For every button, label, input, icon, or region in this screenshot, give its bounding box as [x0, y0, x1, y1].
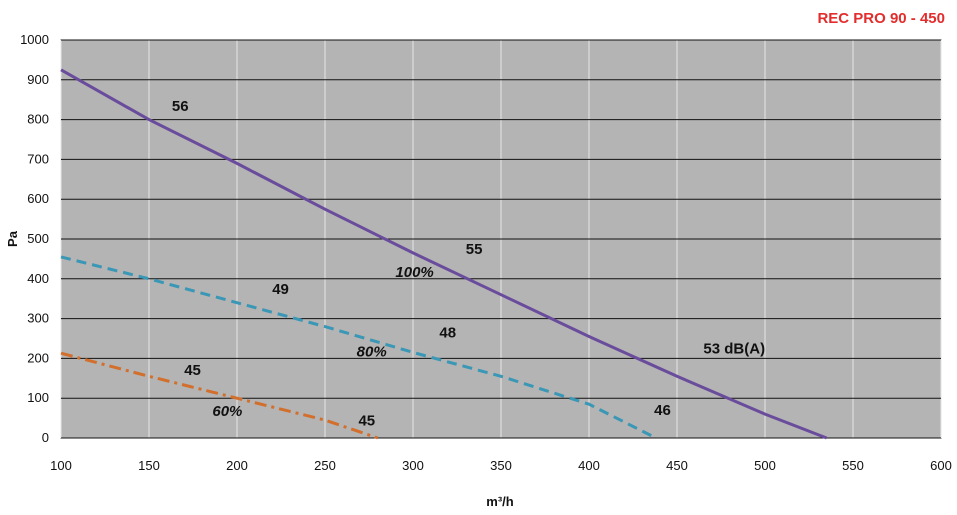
x-tick-label: 150: [138, 458, 160, 473]
sound-level-label: 49: [272, 281, 289, 298]
model-title: REC PRO 90 - 450: [817, 10, 945, 27]
y-tick-label: 200: [27, 350, 49, 365]
y-tick-label: 600: [27, 191, 49, 206]
series-group: [60, 68, 828, 440]
y-tick-label: 100: [27, 390, 49, 405]
y-tick-label: 1000: [20, 32, 49, 47]
x-tick-label: 100: [50, 458, 72, 473]
x-tick-label: 600: [930, 458, 952, 473]
y-tick-label: 800: [27, 112, 49, 127]
x-axis-ticks: 100 150 200 250 300 350 400 450 500 550 600: [50, 458, 952, 473]
sound-level-label: 45: [184, 362, 201, 379]
speed-percent-label: 100%: [395, 264, 433, 281]
x-tick-label: 550: [842, 458, 864, 473]
y-axis-title: Pa: [5, 230, 20, 247]
y-tick-label: 900: [27, 72, 49, 87]
x-tick-label: 450: [666, 458, 688, 473]
y-tick-label: 300: [27, 311, 49, 326]
sound-level-label: 46: [654, 402, 671, 419]
curve-labels: 56 55 53 dB(A) 49 48 46 45 45 100% 80% 60%: [172, 98, 765, 429]
series-line-100-percent: [60, 68, 828, 440]
x-tick-label: 200: [226, 458, 248, 473]
sound-level-label: 48: [439, 325, 456, 342]
x-tick-label: 300: [402, 458, 424, 473]
speed-percent-label: 80%: [357, 343, 387, 360]
x-tick-label: 400: [578, 458, 600, 473]
series-line-60-percent: [60, 351, 379, 440]
y-axis-ticks: 0 100 200 300 400 500 600 700 800 900 1000: [20, 32, 49, 445]
sound-level-label: 45: [358, 412, 375, 429]
y-tick-label: 0: [42, 430, 49, 445]
sound-level-label: 55: [466, 241, 483, 258]
x-tick-label: 350: [490, 458, 512, 473]
y-tick-label: 700: [27, 151, 49, 166]
x-tick-label: 250: [314, 458, 336, 473]
speed-percent-label: 60%: [212, 403, 242, 420]
y-tick-label: 400: [27, 271, 49, 286]
series-line-80-percent: [60, 255, 657, 440]
x-tick-label: 500: [754, 458, 776, 473]
y-tick-label: 500: [27, 231, 49, 246]
x-axis-title: m³/h: [486, 494, 514, 509]
sound-level-label: 53 dB(A): [703, 341, 765, 358]
sound-level-label: 56: [172, 98, 189, 115]
grid-lines: [60, 39, 942, 439]
